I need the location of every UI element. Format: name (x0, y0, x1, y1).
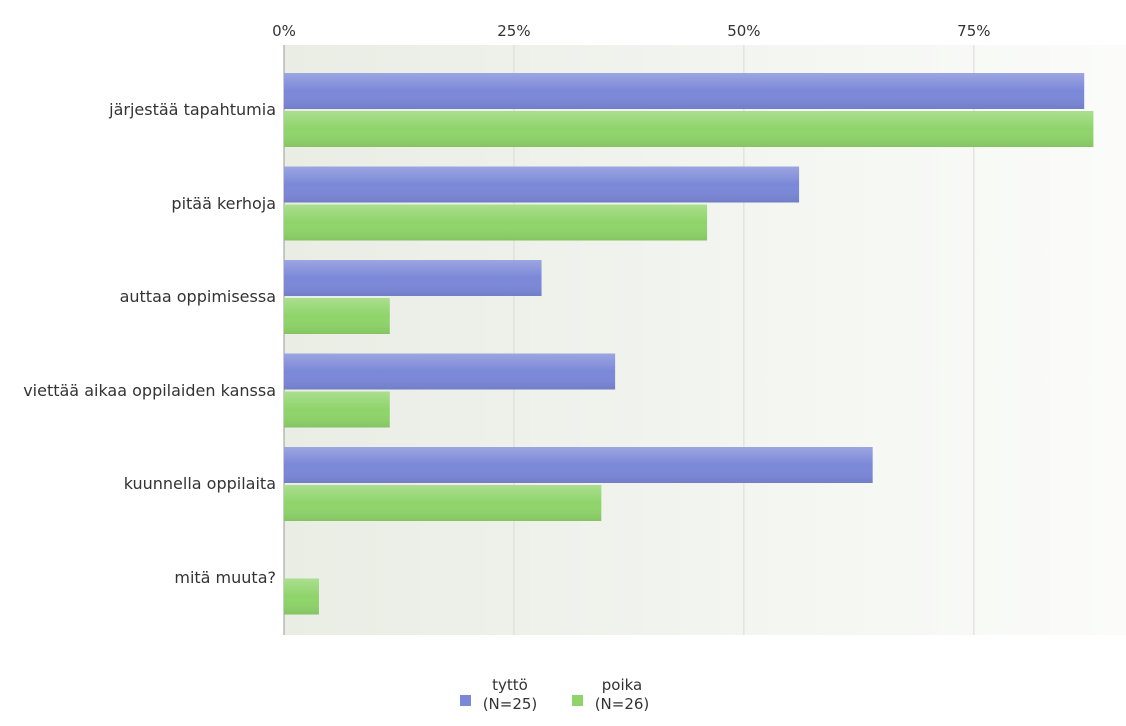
legend-item: poika (N=26) (572, 676, 653, 714)
bar-shade (284, 204, 708, 241)
legend-item: tyttö (N=25) (460, 676, 541, 714)
legend-swatch (460, 694, 471, 706)
legend-label: tyttö (N=25) (482, 676, 538, 713)
category-text: järjestää tapahtumia (109, 100, 276, 119)
bar-shade (284, 260, 542, 296)
category-label: kuunnella oppilaita (0, 473, 276, 495)
category-label: mitä muuta? (0, 567, 276, 589)
bar-shade (284, 111, 1094, 147)
bar-shade (284, 391, 390, 428)
legend-swatch (572, 694, 583, 706)
category-label: pitää kerhoja (0, 193, 276, 215)
bar-shade (284, 298, 390, 334)
x-tick-label: 0% (272, 22, 296, 40)
x-tick-label: 75% (957, 22, 990, 40)
x-tick-label: 25% (497, 22, 530, 40)
category-label: auttaa oppimisessa (0, 286, 276, 308)
bar-shade (284, 353, 616, 390)
category-text: auttaa oppimisessa (119, 287, 276, 306)
category-label: viettää aikaa oppilaiden kanssa (0, 380, 276, 402)
legend-label: poika (N=26) (594, 676, 650, 713)
category-label: järjestää tapahtumia (0, 99, 276, 121)
bar-shade (284, 447, 873, 483)
x-tick-label: 50% (727, 22, 760, 40)
category-text: kuunnella oppilaita (123, 474, 276, 493)
category-text: viettää aikaa oppilaiden kanssa (23, 380, 276, 400)
bar-shade (284, 485, 602, 521)
category-text: pitää kerhoja (171, 193, 276, 213)
bar-shade (284, 73, 1085, 109)
bar-shade (284, 578, 319, 615)
bar-shade (284, 166, 800, 203)
category-text: mitä muuta? (174, 567, 276, 587)
